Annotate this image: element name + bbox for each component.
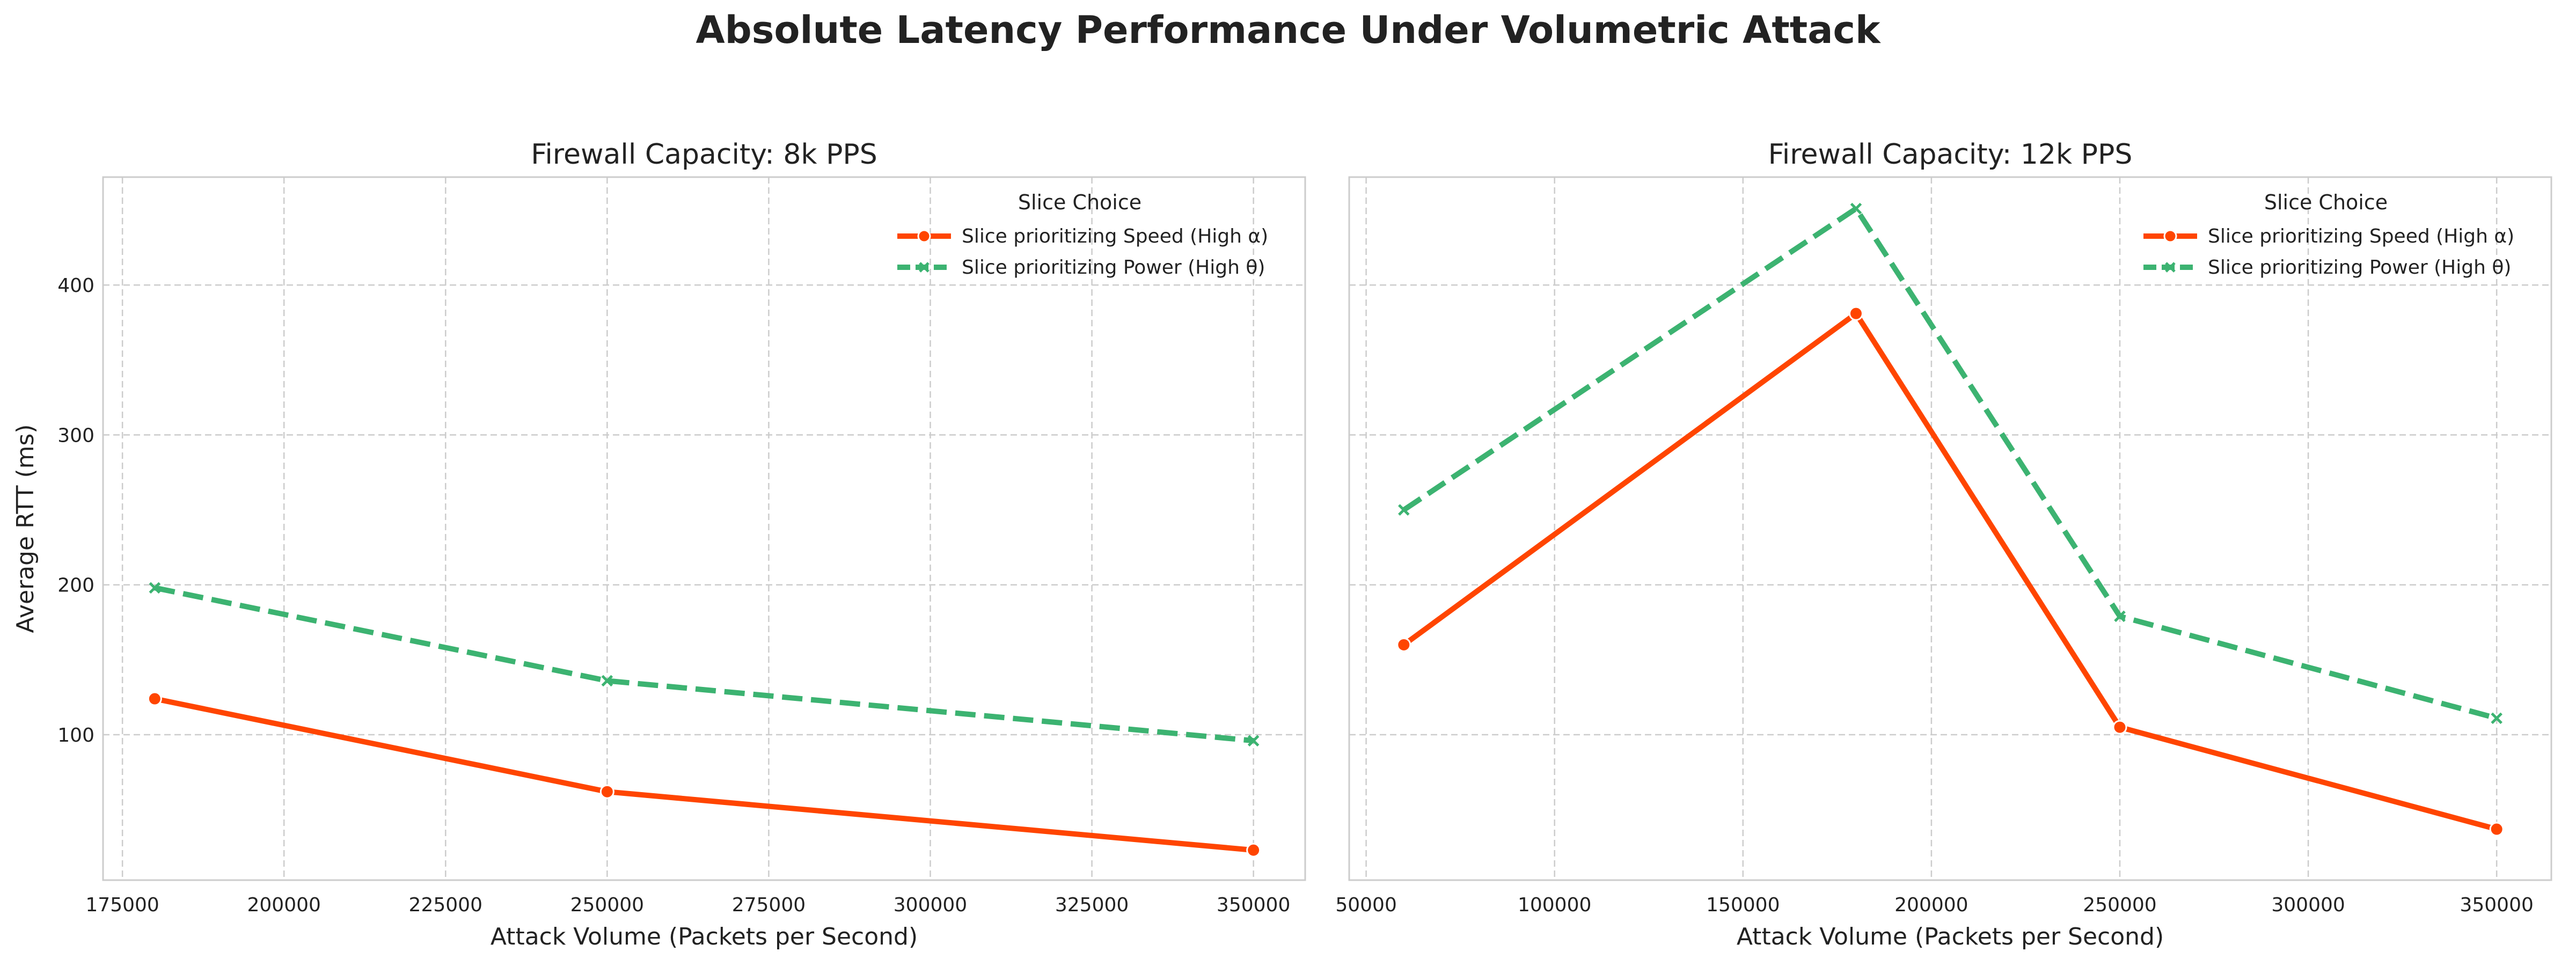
- x-tick-label: 300000: [894, 894, 967, 916]
- x-tick-label: 175000: [85, 894, 159, 916]
- power-data-point: [1398, 504, 1410, 516]
- figure-title: Absolute Latency Performance Under Volum…: [696, 8, 1880, 52]
- legend-label-1: Slice prioritizing Speed (High α): [2208, 225, 2514, 247]
- x-axis-label: Attack Volume (Packets per Second): [1737, 923, 2164, 950]
- y-tick-label: 100: [57, 724, 94, 747]
- power-data-point: [2114, 610, 2126, 623]
- marker-stroke: [601, 675, 613, 687]
- chart-panel-1: 175000 200000 225000 250000 275000 300000 3250…: [12, 138, 1306, 950]
- series-2: [1398, 202, 2502, 724]
- x-tick-label: 100000: [1518, 894, 1591, 916]
- x-tick-label: 350000: [1217, 894, 1290, 916]
- series-1: [1396, 306, 2504, 837]
- legend: Slice Choice Slice prioritizing Speed (Hi…: [897, 191, 1268, 279]
- gridlines: [1349, 177, 2551, 880]
- speed-data-point: [147, 691, 162, 706]
- x-tick-label: 250000: [2083, 894, 2156, 916]
- marker-stroke: [2491, 712, 2502, 724]
- legend-marker-x: [919, 262, 930, 273]
- power-data-point: [2491, 712, 2502, 724]
- x-tick-label: 225000: [409, 894, 482, 916]
- legend-title: Slice Choice: [2264, 191, 2388, 214]
- series-1: [147, 691, 1261, 858]
- chart-panel-2: 50000 100000 150000 200000 250000 300000 35000…: [1335, 138, 2552, 950]
- legend-marker-circle: [2163, 229, 2177, 243]
- speed-data-point: [2112, 720, 2127, 735]
- marker-stroke: [2114, 610, 2126, 623]
- chart-title: Firewall Capacity: 12k PPS: [1768, 138, 2133, 171]
- power-data-point: [601, 675, 613, 687]
- series-2: [149, 582, 1260, 747]
- marker-stroke: [149, 582, 161, 594]
- speed-data-point: [599, 784, 614, 799]
- power-series-line: [1402, 206, 2498, 721]
- legend-marker-x: [2165, 262, 2176, 273]
- power-data-point: [149, 582, 161, 594]
- marker-stroke: [1850, 202, 1862, 215]
- axes-frame: [102, 176, 1306, 881]
- legend-marker-circle: [917, 229, 931, 243]
- legend-label-1: Slice prioritizing Speed (High α): [962, 225, 1268, 247]
- x-tick-label: 325000: [1055, 894, 1129, 916]
- legend-label-2: Slice prioritizing Power (High θ): [962, 257, 1265, 279]
- marker-stroke: [1247, 735, 1260, 747]
- power-data-point: [1850, 202, 1862, 215]
- y-tick-label: 200: [57, 575, 94, 597]
- speed-data-point: [2489, 822, 2504, 837]
- x-tick-label: 50000: [1335, 894, 1397, 916]
- axes-frame: [1348, 176, 2552, 881]
- legend-label-2: Slice prioritizing Power (High θ): [2208, 257, 2511, 279]
- x-axis-label: Attack Volume (Packets per Second): [491, 923, 918, 950]
- chart-title: Firewall Capacity: 8k PPS: [531, 138, 877, 171]
- speed-series-line: [1402, 311, 2498, 832]
- x-tick-label: 200000: [1894, 894, 1968, 916]
- x-tick-label: 250000: [570, 894, 644, 916]
- y-axis-label: Average RTT (ms): [12, 424, 39, 633]
- x-tick-label: 300000: [2271, 894, 2345, 916]
- y-tick-label: 300: [57, 425, 94, 447]
- x-tick-label: 200000: [247, 894, 320, 916]
- x-tick-label: 150000: [1706, 894, 1780, 916]
- x-tick-label: 350000: [2460, 894, 2533, 916]
- speed-data-point: [1396, 637, 1411, 652]
- marker-stroke: [1398, 504, 1410, 516]
- y-tick-label: 400: [57, 275, 94, 297]
- gridlines: [103, 177, 1305, 880]
- legend: Slice Choice Slice prioritizing Speed (Hi…: [2143, 191, 2514, 279]
- speed-data-point: [1848, 306, 1863, 321]
- power-series-line: [154, 585, 1254, 744]
- x-tick-label: 275000: [732, 894, 806, 916]
- power-data-point: [1247, 735, 1260, 747]
- speed-data-point: [1246, 843, 1261, 858]
- legend-title: Slice Choice: [1018, 191, 1141, 214]
